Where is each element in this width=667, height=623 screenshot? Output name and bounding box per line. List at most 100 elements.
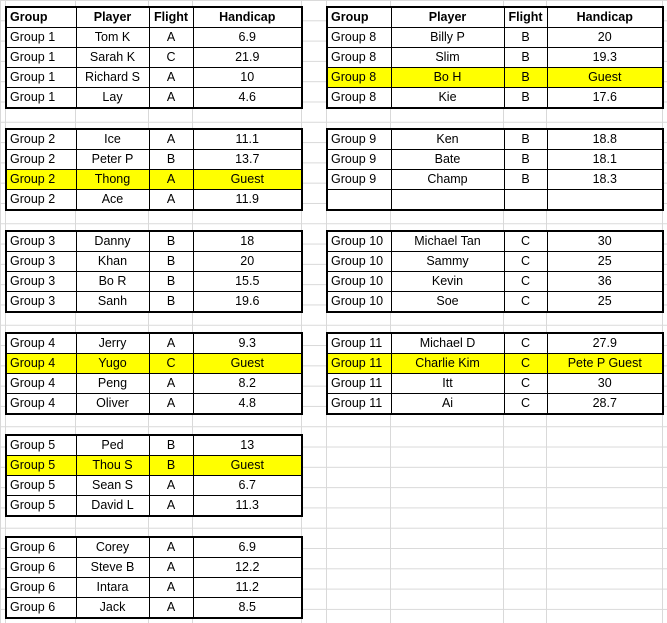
column-header-handicap[interactable]: Handicap <box>546 6 664 28</box>
flight-cell[interactable]: B <box>148 455 194 476</box>
handicap-cell[interactable]: 4.6 <box>192 87 303 109</box>
flight-cell[interactable]: A <box>148 67 194 88</box>
handicap-cell[interactable]: 30 <box>546 373 664 394</box>
player-cell[interactable]: Soe <box>390 291 505 313</box>
column-header-handicap[interactable]: Handicap <box>192 6 303 28</box>
flight-cell[interactable]: C <box>503 393 548 415</box>
flight-cell[interactable]: A <box>148 332 194 354</box>
handicap-cell[interactable]: 8.5 <box>192 597 303 619</box>
handicap-cell[interactable]: 19.6 <box>192 291 303 313</box>
handicap-cell[interactable]: 6.9 <box>192 536 303 558</box>
player-cell[interactable]: Ace <box>75 189 150 211</box>
player-cell[interactable]: Itt <box>390 373 505 394</box>
handicap-cell[interactable]: 25 <box>546 251 664 272</box>
group-cell[interactable]: Group 8 <box>326 27 392 48</box>
handicap-cell[interactable]: 6.7 <box>192 475 303 496</box>
player-cell[interactable]: Ped <box>75 434 150 456</box>
handicap-cell[interactable]: 4.8 <box>192 393 303 415</box>
handicap-cell[interactable]: 10 <box>192 67 303 88</box>
flight-cell[interactable]: A <box>148 27 194 48</box>
flight-cell[interactable] <box>503 189 548 211</box>
handicap-cell[interactable]: Guest <box>192 169 303 190</box>
player-cell[interactable]: Ai <box>390 393 505 415</box>
flight-cell[interactable]: A <box>148 536 194 558</box>
player-cell[interactable]: Khan <box>75 251 150 272</box>
flight-cell[interactable]: C <box>503 332 548 354</box>
handicap-cell[interactable]: 21.9 <box>192 47 303 68</box>
player-cell[interactable]: Sean S <box>75 475 150 496</box>
player-cell[interactable]: Danny <box>75 230 150 252</box>
flight-cell[interactable]: B <box>148 434 194 456</box>
handicap-cell[interactable]: 18.3 <box>546 169 664 190</box>
group-cell[interactable]: Group 1 <box>5 67 77 88</box>
group-cell[interactable] <box>326 189 392 211</box>
flight-cell[interactable]: A <box>148 373 194 394</box>
handicap-cell[interactable]: 11.9 <box>192 189 303 211</box>
group-cell[interactable]: Group 11 <box>326 373 392 394</box>
flight-cell[interactable]: A <box>148 128 194 150</box>
group-cell[interactable]: Group 5 <box>5 495 77 517</box>
flight-cell[interactable]: A <box>148 577 194 598</box>
column-header-flight[interactable]: Flight <box>503 6 548 28</box>
player-cell[interactable]: Thou S <box>75 455 150 476</box>
player-cell[interactable]: Steve B <box>75 557 150 578</box>
group-cell[interactable]: Group 5 <box>5 475 77 496</box>
flight-cell[interactable]: B <box>148 149 194 170</box>
handicap-cell[interactable]: 17.6 <box>546 87 664 109</box>
player-cell[interactable]: Kevin <box>390 271 505 292</box>
handicap-cell[interactable]: 12.2 <box>192 557 303 578</box>
flight-cell[interactable]: B <box>503 67 548 88</box>
handicap-cell[interactable]: 13 <box>192 434 303 456</box>
handicap-cell[interactable]: 18 <box>192 230 303 252</box>
column-header-group[interactable]: Group <box>5 6 77 28</box>
player-cell[interactable]: Lay <box>75 87 150 109</box>
flight-cell[interactable]: B <box>503 87 548 109</box>
group-cell[interactable]: Group 2 <box>5 149 77 170</box>
group-cell[interactable]: Group 11 <box>326 393 392 415</box>
player-cell[interactable]: David L <box>75 495 150 517</box>
flight-cell[interactable]: A <box>148 393 194 415</box>
group-cell[interactable]: Group 3 <box>5 291 77 313</box>
player-cell[interactable] <box>390 189 505 211</box>
player-cell[interactable]: Intara <box>75 577 150 598</box>
player-cell[interactable]: Billy P <box>390 27 505 48</box>
handicap-cell[interactable]: 6.9 <box>192 27 303 48</box>
player-cell[interactable]: Jack <box>75 597 150 619</box>
player-cell[interactable]: Thong <box>75 169 150 190</box>
flight-cell[interactable]: B <box>503 27 548 48</box>
handicap-cell[interactable]: Pete P Guest <box>546 353 664 374</box>
player-cell[interactable]: Michael D <box>390 332 505 354</box>
group-cell[interactable]: Group 4 <box>5 393 77 415</box>
flight-cell[interactable]: C <box>503 271 548 292</box>
player-cell[interactable]: Ken <box>390 128 505 150</box>
player-cell[interactable]: Jerry <box>75 332 150 354</box>
player-cell[interactable]: Yugo <box>75 353 150 374</box>
handicap-cell[interactable]: 11.3 <box>192 495 303 517</box>
group-cell[interactable]: Group 11 <box>326 353 392 374</box>
group-cell[interactable]: Group 6 <box>5 557 77 578</box>
player-cell[interactable]: Oliver <box>75 393 150 415</box>
player-cell[interactable]: Bo R <box>75 271 150 292</box>
flight-cell[interactable]: B <box>148 251 194 272</box>
flight-cell[interactable]: B <box>148 291 194 313</box>
handicap-cell[interactable]: Guest <box>546 67 664 88</box>
flight-cell[interactable]: C <box>503 353 548 374</box>
player-cell[interactable]: Tom K <box>75 27 150 48</box>
handicap-cell[interactable] <box>546 189 664 211</box>
flight-cell[interactable]: A <box>148 557 194 578</box>
group-cell[interactable]: Group 8 <box>326 47 392 68</box>
player-cell[interactable]: Peter P <box>75 149 150 170</box>
group-cell[interactable]: Group 5 <box>5 455 77 476</box>
group-cell[interactable]: Group 4 <box>5 373 77 394</box>
player-cell[interactable]: Bate <box>390 149 505 170</box>
flight-cell[interactable]: C <box>503 230 548 252</box>
column-header-player[interactable]: Player <box>75 6 150 28</box>
column-header-group[interactable]: Group <box>326 6 392 28</box>
flight-cell[interactable]: A <box>148 87 194 109</box>
player-cell[interactable]: Charlie Kim <box>390 353 505 374</box>
handicap-cell[interactable]: 11.2 <box>192 577 303 598</box>
handicap-cell[interactable]: 18.1 <box>546 149 664 170</box>
group-cell[interactable]: Group 10 <box>326 230 392 252</box>
player-cell[interactable]: Sammy <box>390 251 505 272</box>
flight-cell[interactable]: C <box>503 291 548 313</box>
